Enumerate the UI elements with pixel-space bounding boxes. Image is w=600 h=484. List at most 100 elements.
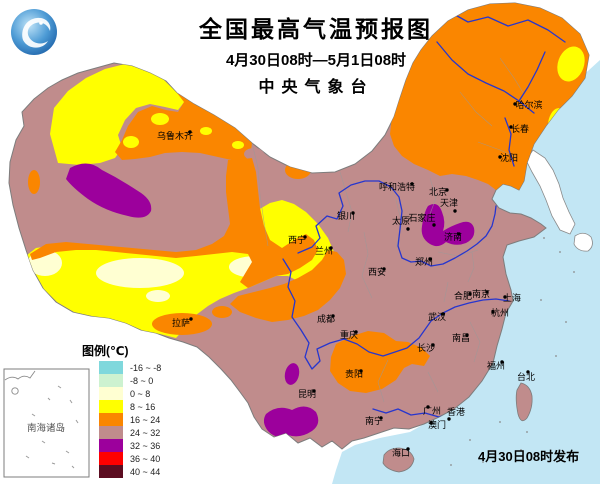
city-dot (503, 295, 507, 299)
amur-river (449, 11, 566, 43)
city-dot (500, 360, 504, 364)
region-orange-lhasa (152, 313, 212, 335)
city-dot (331, 314, 335, 318)
city-dot (465, 333, 469, 337)
city-label: 拉萨 (172, 317, 190, 328)
city-label: 合肥 (454, 290, 472, 301)
legend-range-label: 40 ~ 44 (130, 466, 161, 477)
city-label: 广州 (423, 405, 441, 416)
legend-title: 图例(℃) (82, 344, 129, 358)
map-title: 全国最高气温预报图 (199, 16, 433, 42)
region-yellow-spot (232, 141, 244, 149)
province-boundaries (251, 57, 525, 403)
legend-swatch (99, 374, 123, 387)
inset-label: 南海诸岛 (27, 422, 65, 434)
city-dot (432, 223, 436, 227)
liao-river (504, 117, 515, 167)
legend-rows: -16 ~ -8 -8 ~ 0 0 ~ 8 8 ~ 16 16 ~ 24 24 ~ 32 3… (99, 361, 161, 478)
legend-range-label: 8 ~ 16 (130, 401, 156, 412)
legend-range-label: -16 ~ -8 (130, 362, 162, 373)
pearl-river (372, 408, 450, 418)
city-label: 南昌 (452, 332, 470, 343)
legend-swatch (99, 387, 123, 400)
city-label: 长沙 (417, 342, 435, 353)
city-label: 石家庄 (408, 212, 435, 223)
legend-row: 40 ~ 44 (99, 465, 161, 478)
inset-frame (3, 368, 90, 478)
legend-row: -16 ~ -8 (99, 361, 161, 374)
legend-range-label: 24 ~ 32 (130, 427, 161, 438)
map-date-range: 4月30日08时—5月1日08时 (225, 52, 407, 69)
region-orange-hunan-guizhou (330, 331, 430, 393)
region-yellow-ne-east (557, 46, 585, 82)
city-label: 上海 (503, 292, 521, 303)
city-label: 北京 (429, 186, 447, 197)
city-label: 杭州 (491, 307, 509, 318)
city-dot (485, 290, 489, 294)
city-label: 澳门 (428, 419, 446, 430)
legend-row: 8 ~ 16 (99, 400, 161, 413)
city-dot (379, 416, 383, 420)
city-dot (426, 405, 430, 409)
legend-row: 32 ~ 36 (99, 439, 161, 452)
city-dot (303, 235, 307, 239)
city-dot (406, 227, 410, 231)
legend-swatch (99, 361, 123, 374)
city-dot (431, 343, 435, 347)
region-cream-west-tibet (96, 258, 184, 288)
taiwan-island (515, 382, 533, 422)
legend-row: 24 ~ 32 (99, 426, 161, 439)
city-label: 济南 (444, 231, 462, 242)
cma-logo (11, 9, 57, 55)
songhua-branch (518, 51, 546, 102)
legend-row: 36 ~ 40 (99, 452, 161, 465)
legend-swatch (99, 400, 123, 413)
legend-swatch (99, 413, 123, 426)
city-label: 昆明 (298, 389, 316, 399)
city-dot (457, 232, 461, 236)
city-label: 郑州 (415, 256, 433, 267)
region-yellow-spot (151, 113, 169, 125)
city-label: 台北 (517, 371, 535, 382)
inset-islands (25, 385, 79, 469)
legend-range-label: -8 ~ 0 (130, 375, 154, 386)
city-dot (498, 155, 502, 159)
city-label: 兰州 (315, 245, 333, 256)
city-dot (351, 211, 355, 215)
legend-swatch (99, 465, 123, 478)
region-orange-spot (212, 306, 232, 318)
legend-row: 0 ~ 8 (99, 387, 161, 400)
south-china-sea-inset: 南海诸岛 (3, 368, 90, 478)
city-dot (354, 330, 358, 334)
rivers (282, 11, 566, 418)
inset-coastline (4, 370, 36, 381)
korea-peninsula (525, 149, 576, 235)
region-orange-hexi-corridor (30, 158, 318, 288)
region-orange-kashgar (28, 170, 40, 194)
city-dot (441, 312, 445, 316)
city-dot (453, 209, 457, 213)
inset-hainan (11, 387, 19, 395)
city-dot (410, 182, 414, 186)
island-kyushu (573, 232, 593, 252)
region-purple-hebei-shandong (421, 204, 475, 247)
city-dot (509, 125, 513, 129)
release-note: 4月30日08时发布 (478, 449, 580, 464)
city-dot (491, 310, 495, 314)
city-dot (526, 370, 530, 374)
region-cream-spot (146, 290, 170, 302)
title-block: 全国最高气温预报图 4月30日08时—5月1日08时 中央气象台 (116, 10, 516, 97)
region-yellow-spot (200, 127, 212, 135)
yellow-river (297, 180, 497, 267)
city-label: 乌鲁木齐 (157, 130, 193, 141)
city-dot (189, 317, 193, 321)
region-purple-tarim (66, 163, 152, 218)
region-yellow-north-xinjiang (50, 64, 185, 165)
legend-range-label: 16 ~ 24 (130, 414, 161, 425)
city-dot (445, 188, 449, 192)
city-label: 天津 (440, 198, 458, 208)
region-orange-urumqi (115, 93, 252, 161)
city-dot (468, 292, 472, 296)
